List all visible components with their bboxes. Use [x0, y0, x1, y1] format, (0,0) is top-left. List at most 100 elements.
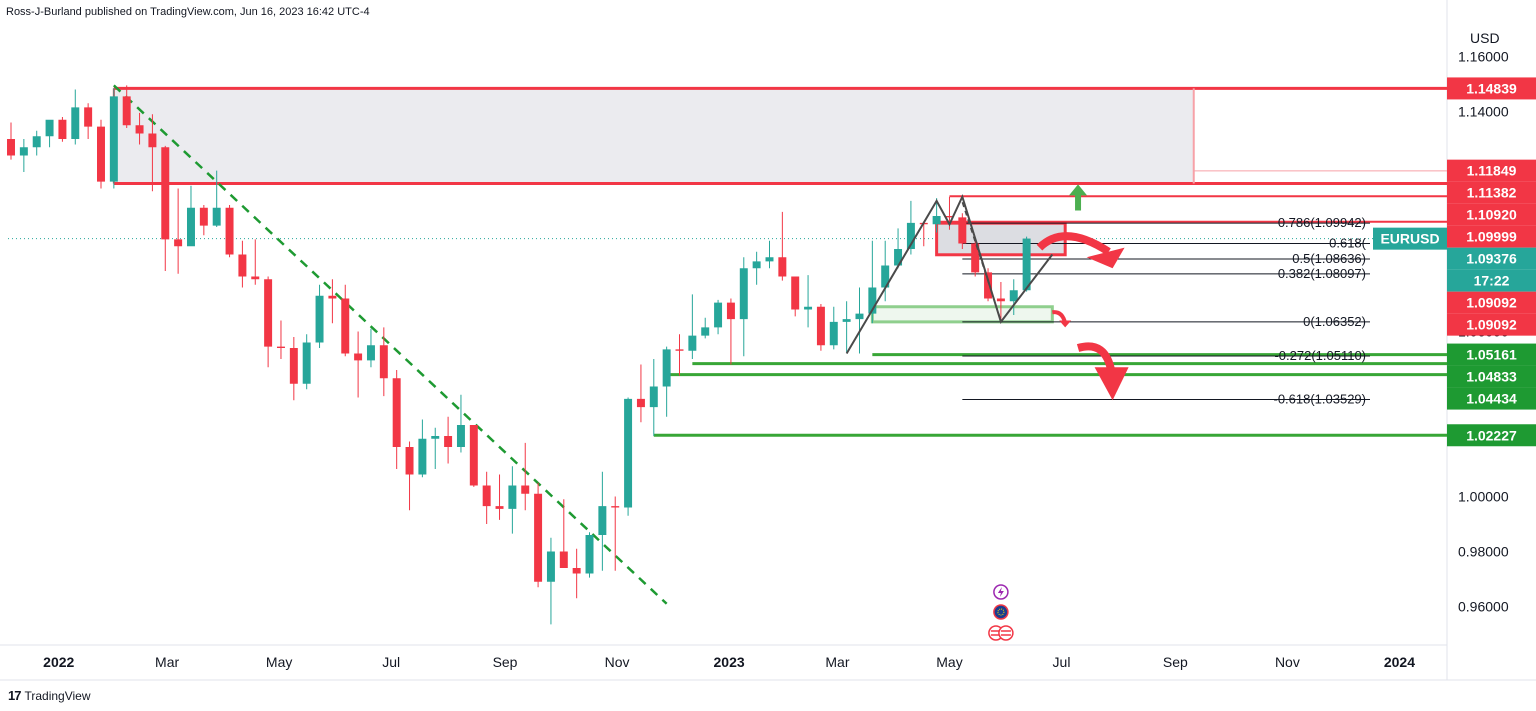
candle-body	[161, 147, 170, 240]
price-badge: 1.02227	[1447, 424, 1536, 447]
candle	[212, 170, 221, 227]
price-badge-bg	[1447, 159, 1536, 182]
candle	[842, 301, 851, 353]
candle	[649, 359, 658, 436]
candle-body	[572, 568, 581, 574]
candle	[919, 221, 928, 247]
candle	[714, 299, 723, 335]
fib-level-label: 0.382(1.08097)	[1278, 266, 1366, 281]
price-badge-label: 1.11849	[1467, 163, 1517, 179]
price-badge-bg	[1447, 225, 1536, 248]
candle-body	[675, 349, 684, 351]
x-tick-label: Jul	[1053, 654, 1071, 670]
price-badge: 1.11849	[1447, 159, 1536, 182]
candle	[906, 200, 915, 255]
badges-layer: 1.14839 1.11849 1.11382 1.10920 1.09999 1.093…	[1373, 77, 1536, 447]
price-badge-label: 1.04833	[1466, 369, 1517, 385]
tradingview-logo-icon: 17	[8, 688, 22, 703]
candle-body	[238, 254, 247, 277]
candle	[161, 145, 170, 271]
fib-level-label: 0.786(1.09942)	[1278, 215, 1366, 230]
candle	[444, 416, 453, 464]
candle	[662, 346, 671, 417]
candle	[418, 419, 427, 478]
candle	[122, 85, 131, 128]
price-badge-label: 1.09376	[1466, 251, 1517, 267]
candle-body	[649, 386, 658, 408]
candle-body	[636, 398, 645, 408]
candle-body	[624, 398, 633, 508]
candle-body	[302, 342, 311, 384]
candle-body	[289, 348, 298, 384]
price-badge-label: 1.05161	[1466, 347, 1517, 363]
candle-body	[855, 313, 864, 320]
candle	[611, 496, 620, 571]
candle	[431, 427, 440, 469]
candle-body	[58, 119, 67, 139]
y-tick-label: 1.16000	[1458, 49, 1509, 65]
x-tick-label: Nov	[605, 654, 630, 670]
x-tick-label: Nov	[1275, 654, 1300, 670]
candle-body	[186, 207, 195, 247]
candle	[598, 471, 607, 571]
eu-flag-icon-stars	[997, 608, 1005, 616]
x-tick-label: Sep	[493, 654, 518, 670]
curved-arrow-red-small-head	[1059, 320, 1072, 328]
us-flag-icon[interactable]	[988, 625, 1014, 641]
candle	[778, 211, 787, 281]
candle	[45, 119, 54, 148]
candle-body	[906, 222, 915, 249]
candle-body	[135, 125, 144, 134]
candle	[765, 240, 774, 269]
candle	[521, 442, 530, 511]
candle-body	[122, 96, 131, 126]
lightning-icon[interactable]	[993, 584, 1009, 600]
candle-body	[328, 295, 337, 299]
up-arrow-green	[1069, 184, 1088, 211]
candle	[328, 279, 337, 324]
price-badge-bg	[1447, 203, 1536, 226]
candle	[71, 89, 80, 145]
candle	[341, 284, 350, 357]
overlay-layer	[845, 184, 1129, 641]
price-badge-label: 1.09092	[1466, 295, 1517, 311]
candle	[238, 240, 247, 288]
candle-body	[276, 346, 285, 348]
candle	[97, 119, 105, 189]
candle	[624, 397, 633, 516]
price-badge: 1.09092	[1447, 313, 1536, 336]
candle-body	[32, 136, 41, 148]
candle	[829, 306, 838, 350]
candle-body	[97, 126, 105, 182]
price-badge: 1.09092	[1447, 291, 1536, 314]
candle-body	[469, 425, 478, 486]
x-tick-label: May	[266, 654, 292, 670]
candle	[366, 328, 375, 368]
candle-body	[598, 506, 607, 535]
candle-body	[212, 207, 221, 226]
candle	[675, 334, 684, 376]
candle-body	[71, 107, 80, 139]
curved-arrow-red-top	[1036, 232, 1111, 256]
fib-level-label: 0.618(	[1329, 236, 1367, 251]
candle-body	[546, 551, 555, 582]
price-badge: 1.04434	[1447, 387, 1536, 410]
candle	[289, 337, 298, 401]
candle-body	[752, 261, 761, 269]
candle-body	[534, 493, 543, 582]
candle	[174, 188, 183, 274]
candle	[585, 532, 594, 578]
candle-body	[225, 207, 234, 255]
x-tick-label: Mar	[825, 654, 849, 670]
eu-flag-icon[interactable]	[993, 604, 1009, 620]
grid-layer	[0, 0, 1536, 681]
candle	[456, 394, 465, 453]
candle-body	[19, 147, 28, 156]
price-badge: 1.09376	[1447, 247, 1536, 270]
price-badge-label: 1.09999	[1466, 229, 1517, 245]
fib-level-label: -0.272(1.05110)	[1274, 348, 1366, 363]
price-badge: 1.04833	[1447, 365, 1536, 388]
x-tick-label: Jul	[382, 654, 400, 670]
candle-body	[521, 485, 530, 494]
